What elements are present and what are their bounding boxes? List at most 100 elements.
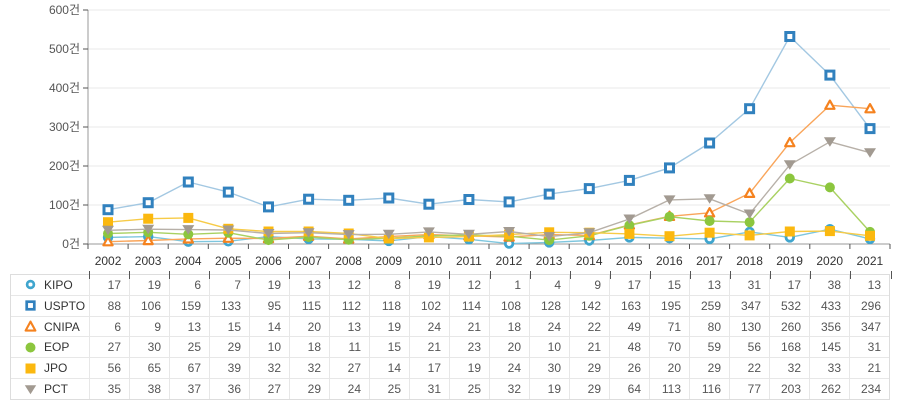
value-cell-eop-2015: 48 xyxy=(609,337,649,358)
marker-uspto xyxy=(463,194,475,205)
marker-eop xyxy=(664,211,675,222)
chart-data-table: KIPO 17 19 6 7 19 13 12 8 19 12 1 4 9 17 15 13 31 17 38 13 US… xyxy=(10,271,892,400)
marker-cnipa xyxy=(864,102,876,114)
year-label-2002: 2002 xyxy=(94,254,122,268)
marker-eop xyxy=(704,216,715,226)
series-name-label: CNIPA xyxy=(44,319,80,334)
marker-jpo xyxy=(183,212,194,223)
value-cell-kipo-2020: 38 xyxy=(809,275,849,295)
value-cell-uspto-2012: 108 xyxy=(489,295,529,316)
value-cell-uspto-2008: 112 xyxy=(329,295,369,316)
table-column-tick xyxy=(690,271,691,279)
marker-jpo xyxy=(865,230,875,241)
y-axis-label: 300건 xyxy=(49,120,80,134)
value-cell-eop-2011: 23 xyxy=(449,337,489,358)
value-cell-pct-2018: 77 xyxy=(729,379,769,399)
marker-pct xyxy=(422,227,435,237)
table-row-eop: EOP 27 30 25 29 10 18 11 15 21 23 20 10 21 48 70 59 56 168… xyxy=(11,336,889,358)
table-column-tick xyxy=(289,271,290,279)
value-cell-jpo-2013: 30 xyxy=(529,358,569,379)
value-cell-uspto-2021: 296 xyxy=(849,295,889,316)
value-cell-eop-2016: 70 xyxy=(649,337,689,358)
y-axis-label: 200건 xyxy=(49,159,80,173)
table-column-tick xyxy=(128,271,130,279)
marker-uspto xyxy=(503,196,515,208)
value-cell-kipo-2003: 19 xyxy=(129,275,169,295)
year-label-2011: 2011 xyxy=(455,254,482,268)
value-cell-uspto-2013: 128 xyxy=(529,295,569,316)
value-cell-cnipa-2007: 20 xyxy=(289,316,329,337)
value-cell-kipo-2017: 13 xyxy=(689,275,729,295)
value-cell-jpo-2007: 32 xyxy=(289,358,329,379)
value-cell-eop-2013: 10 xyxy=(529,337,569,358)
marker-pct xyxy=(783,160,796,170)
value-cell-eop-2019: 168 xyxy=(769,337,809,358)
value-cell-jpo-2020: 33 xyxy=(809,358,849,379)
value-cell-jpo-2002: 56 xyxy=(89,358,129,379)
series-line-jpo xyxy=(107,217,871,240)
value-cell-kipo-2012: 1 xyxy=(489,275,529,295)
value-cell-kipo-2006: 19 xyxy=(249,275,289,295)
value-cell-eop-2005: 29 xyxy=(209,337,249,358)
table-row-jpo: JPO 56 65 67 39 32 32 27 14 17 19 24 30 29 26 20 29 22 32 3… xyxy=(11,357,889,379)
y-axis-label: 500건 xyxy=(49,42,80,56)
year-label-2014: 2014 xyxy=(575,254,603,268)
value-cell-pct-2005: 36 xyxy=(209,379,249,399)
marker-uspto xyxy=(423,198,435,210)
value-cell-uspto-2014: 142 xyxy=(569,295,609,316)
year-label-2020: 2020 xyxy=(816,254,844,268)
marker-pct xyxy=(182,225,195,235)
marker-jpo xyxy=(744,230,755,241)
value-cell-uspto-2007: 115 xyxy=(289,295,329,316)
table-column-tick xyxy=(369,271,371,279)
year-label-2005: 2005 xyxy=(214,254,242,268)
legend-cell-uspto: USPTO xyxy=(11,296,89,316)
year-label-2003: 2003 xyxy=(134,254,162,268)
value-cell-jpo-2003: 65 xyxy=(129,358,169,379)
table-column-tick xyxy=(649,271,651,279)
value-cell-pct-2003: 38 xyxy=(129,379,169,399)
marker-pct xyxy=(262,229,275,239)
table-column-tick xyxy=(850,271,852,279)
value-cell-cnipa-2002: 6 xyxy=(89,316,129,337)
year-label-2008: 2008 xyxy=(335,254,362,268)
year-label-2007: 2007 xyxy=(295,254,322,268)
legend-cell-eop: EOP xyxy=(11,337,89,357)
marker-pct xyxy=(142,224,155,235)
table-row-pct: PCT 35 38 37 36 27 29 24 25 31 25 32 19 29 64 113 116 77 2… xyxy=(11,378,889,399)
value-cell-uspto-2002: 88 xyxy=(89,295,129,316)
value-cell-cnipa-2010: 24 xyxy=(409,316,449,337)
marker-uspto xyxy=(784,31,796,42)
value-cell-cnipa-2014: 22 xyxy=(569,316,609,337)
marker-uspto xyxy=(864,123,876,135)
value-cell-uspto-2010: 102 xyxy=(409,295,449,316)
value-cell-eop-2021: 31 xyxy=(849,337,889,358)
value-cell-eop-2018: 56 xyxy=(729,337,769,358)
value-cell-kipo-2007: 13 xyxy=(289,275,329,295)
value-cell-uspto-2019: 532 xyxy=(769,295,809,316)
marker-uspto xyxy=(543,188,555,200)
value-cell-eop-2009: 15 xyxy=(369,337,409,358)
value-cell-eop-2012: 20 xyxy=(489,337,529,358)
value-cell-uspto-2005: 133 xyxy=(209,295,249,316)
table-column-tick xyxy=(449,271,451,279)
marker-uspto xyxy=(102,204,114,216)
value-cell-jpo-2017: 29 xyxy=(689,358,729,379)
value-cell-pct-2016: 113 xyxy=(649,379,689,399)
value-cell-jpo-2012: 24 xyxy=(489,358,529,379)
table-column-tick xyxy=(770,271,772,279)
value-cell-pct-2021: 234 xyxy=(849,379,889,399)
value-cell-jpo-2010: 17 xyxy=(409,358,449,379)
value-cell-pct-2002: 35 xyxy=(89,379,129,399)
value-cell-pct-2008: 24 xyxy=(329,379,369,399)
value-cell-kipo-2013: 4 xyxy=(529,275,569,295)
series-uspto xyxy=(102,31,876,216)
legend-cell-kipo: KIPO xyxy=(11,275,89,295)
marker-uspto xyxy=(824,69,836,81)
cnipa-marker-icon xyxy=(24,320,37,332)
value-cell-cnipa-2021: 347 xyxy=(849,316,889,337)
value-cell-eop-2006: 10 xyxy=(249,337,289,358)
value-cell-kipo-2014: 9 xyxy=(569,275,609,295)
value-cell-jpo-2018: 22 xyxy=(729,358,769,379)
pct-marker-icon xyxy=(24,384,37,394)
